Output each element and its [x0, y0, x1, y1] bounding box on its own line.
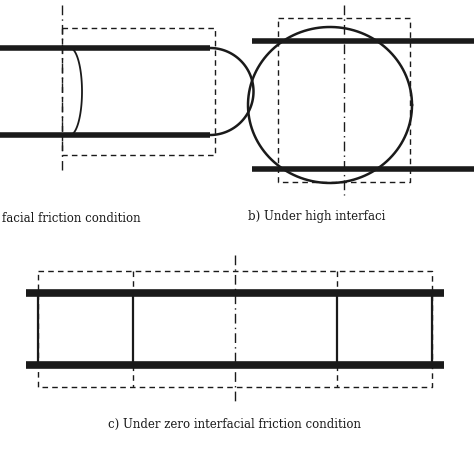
Text: b) Under high interfaci: b) Under high interfaci: [248, 210, 385, 223]
Text: facial friction condition: facial friction condition: [2, 212, 141, 225]
Text: c) Under zero interfacial friction condition: c) Under zero interfacial friction condi…: [109, 418, 362, 431]
